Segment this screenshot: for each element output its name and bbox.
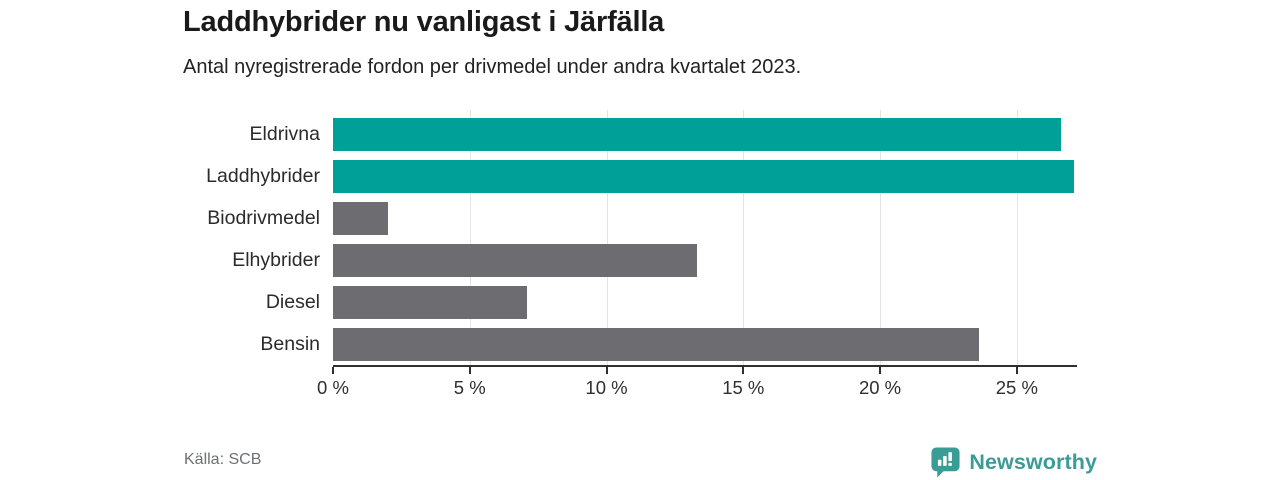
bar-row: Laddhybrider: [206, 155, 1077, 197]
x-tick-10: [605, 367, 608, 374]
x-tick-label: 10 %: [585, 377, 628, 398]
source-text: Källa: SCB: [184, 451, 262, 468]
bar-row: Bensin: [260, 323, 1077, 365]
x-tick-20: [879, 367, 882, 374]
category-label: Biodrivmedel: [207, 207, 320, 229]
brand-wordmark: Newsworthy: [969, 449, 1097, 474]
category-label: Bensin: [260, 333, 320, 355]
bar-biodrivmedel: [333, 201, 388, 235]
x-tick-15: [742, 367, 745, 374]
x-tick-label: 25 %: [995, 377, 1038, 398]
chart-subtitle: Antal nyregistrerade fordon per drivmede…: [183, 56, 802, 78]
newsworthy-logo-icon: [931, 447, 960, 478]
bar-rows: Eldrivna Laddhybrider Biodrivmedel Elhybrid…: [206, 113, 1077, 365]
bar-row: Eldrivna: [250, 113, 1077, 155]
x-tick-25: [1015, 367, 1018, 374]
category-label: Eldrivna: [249, 123, 320, 145]
gridline-20: [880, 110, 882, 365]
x-tick-label: 15 %: [722, 377, 765, 398]
x-tick-label: 20 %: [858, 377, 902, 398]
gridline-10: [606, 110, 608, 365]
bar-row: Diesel: [266, 281, 1077, 323]
category-label: Laddhybrider: [206, 165, 320, 187]
bar-laddhybrider: [333, 159, 1075, 193]
gridline-5: [469, 110, 471, 365]
chart-plot-area: Eldrivna Laddhybrider Biodrivmedel Elhybrid…: [206, 110, 1077, 367]
bar-elhybrider: [333, 243, 697, 277]
gridline-25: [1016, 110, 1018, 365]
x-tick-label: 0 %: [317, 377, 349, 398]
x-tick-0: [332, 367, 334, 374]
bar-row: Elhybrider: [232, 239, 1077, 281]
x-tick-5: [468, 367, 471, 374]
x-tick-label: 5 %: [453, 377, 486, 398]
bar-diesel: [333, 285, 528, 319]
category-label: Elhybrider: [232, 249, 320, 271]
bar-eldrivna: [333, 117, 1061, 151]
chart-title: Laddhybrider nu vanligast i Järfälla: [183, 6, 665, 38]
x-axis: 0 % 5 % 10 % 15 % 20 % 25 %: [317, 367, 1077, 407]
brand-footer: Newsworthy: [930, 446, 1097, 478]
bar-row: Biodrivmedel: [207, 197, 1077, 239]
bar-bensin: [333, 327, 979, 361]
category-label: Diesel: [265, 291, 320, 313]
gridline-15: [743, 110, 745, 365]
